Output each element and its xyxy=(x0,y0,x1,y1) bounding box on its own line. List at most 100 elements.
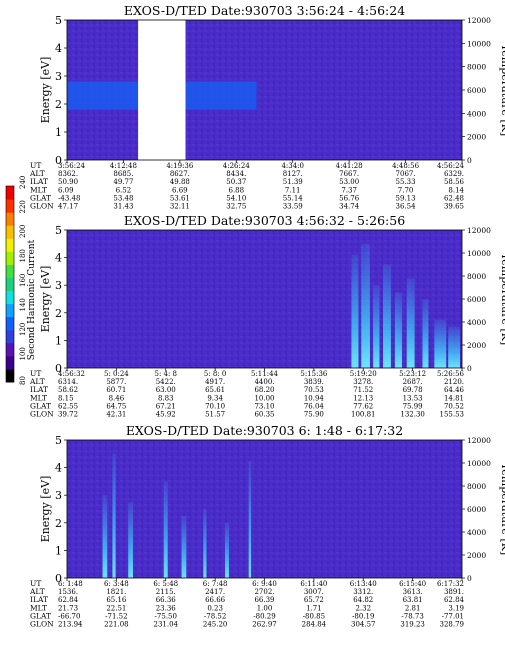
intensity-streak xyxy=(406,278,415,368)
orbit-value: 8127. xyxy=(283,170,303,178)
orbit-value: 50.37 xyxy=(226,178,246,186)
orbit-value: 51.39 xyxy=(283,178,303,186)
orbit-value: 328.79 xyxy=(440,621,465,629)
y2-tick-label: 6000 xyxy=(467,86,486,95)
y-tick-label: 1 xyxy=(55,126,62,139)
intensity-streak xyxy=(351,254,359,368)
colorbar-segment xyxy=(6,368,14,383)
orbit-value: 65.16 xyxy=(106,596,127,604)
orbit-value: 6329. xyxy=(444,170,464,178)
y-tick-label: 1 xyxy=(55,544,62,557)
intensity-streak xyxy=(361,243,370,368)
orbit-value: 69.78 xyxy=(403,386,423,394)
orbit-value: 1.00 xyxy=(257,604,273,612)
orbit-value: 6: 9:40 xyxy=(252,580,277,588)
orbit-value: 6:13:40 xyxy=(350,580,377,588)
colorbar-tick-label: 120 xyxy=(19,323,27,336)
orbit-value: 59.13 xyxy=(396,194,416,202)
orbit-value: 231.04 xyxy=(154,621,179,629)
panel-title: EXOS-D/TED Date:930703 3:56:24 - 4:56:24 xyxy=(124,3,405,18)
orbit-row-label: GLAT xyxy=(30,193,51,202)
orbit-value: 60.35 xyxy=(254,411,274,419)
orbit-value: 2417. xyxy=(205,588,225,596)
orbit-value: 4:19:36 xyxy=(166,162,194,170)
orbit-value: 51.57 xyxy=(205,411,225,419)
orbit-value: 6: 5:48 xyxy=(153,580,178,588)
panel-title: EXOS-D/TED Date:930703 4:56:32 - 5:26:56 xyxy=(124,213,405,228)
colorbar-segment xyxy=(6,290,14,305)
colorbar-tick-label: 100 xyxy=(19,347,27,360)
colorbar-tick-label: 180 xyxy=(19,249,27,262)
orbit-value: 53.61 xyxy=(170,194,190,202)
y2-tick-label: 10000 xyxy=(467,39,491,48)
orbit-value: 77.62 xyxy=(353,402,373,410)
orbit-value: 5877. xyxy=(106,378,126,386)
intensity-streak xyxy=(373,285,380,368)
orbit-value: 70.52 xyxy=(444,402,464,410)
orbit-value: 221.08 xyxy=(104,621,129,629)
y-axis-label: Energy [eV] xyxy=(39,57,52,124)
y2-tick-label: 8000 xyxy=(467,482,486,491)
orbit-value: 6: 7:48 xyxy=(203,580,228,588)
orbit-value: 36.54 xyxy=(396,203,417,211)
colorbar-segment xyxy=(6,264,14,278)
y-tick-label: 2 xyxy=(55,307,62,320)
orbit-value: 62.84 xyxy=(444,596,465,604)
orbit-value: 56.76 xyxy=(339,194,360,202)
orbit-value: 5:26:56 xyxy=(437,370,465,378)
y2-tick-label: 6000 xyxy=(467,505,486,514)
orbit-value: 71.52 xyxy=(353,386,373,394)
orbit-value: 8362. xyxy=(58,170,78,178)
orbit-value: 4:56:32 xyxy=(58,370,85,378)
orbit-value: -66.70 xyxy=(58,612,80,620)
intensity-streak xyxy=(128,502,133,578)
orbit-value: 2687. xyxy=(403,378,423,386)
orbit-value: 5:11:44 xyxy=(251,370,279,378)
orbit-value: 4:26:24 xyxy=(223,162,251,170)
orbit-value: 6:11:40 xyxy=(300,580,327,588)
y2-tick-label: 8000 xyxy=(467,272,486,281)
colorbar-tick-label: 160 xyxy=(19,274,27,287)
orbit-value: 60.71 xyxy=(106,386,126,394)
orbit-value: -78.73 xyxy=(401,612,423,620)
orbit-value: 49.77 xyxy=(113,178,133,186)
orbit-value: 63.81 xyxy=(403,596,423,604)
orbit-value: 8434. xyxy=(226,170,246,178)
colorbar-tick-label: 200 xyxy=(19,225,27,238)
orbit-value: 6: 1:48 xyxy=(58,580,83,588)
y2-tick-label: 0 xyxy=(467,574,472,583)
orbit-value: 62.55 xyxy=(58,402,78,410)
orbit-value: 70.10 xyxy=(205,402,225,410)
orbit-value: 3312. xyxy=(353,588,373,596)
orbit-value: 262.97 xyxy=(252,621,277,629)
colorbar-tick-label: 240 xyxy=(19,176,27,189)
orbit-value: 50.90 xyxy=(58,178,78,186)
orbit-value: 7.11 xyxy=(285,186,301,194)
colorbar-segment xyxy=(6,225,14,239)
y2-axis-label: Temperature [K] xyxy=(499,253,505,345)
colorbar-segment xyxy=(6,303,14,318)
orbit-value: 42.31 xyxy=(106,411,126,419)
orbit-value: 7667. xyxy=(339,170,359,178)
colorbar-segment xyxy=(6,316,14,331)
intensity-streak xyxy=(383,264,391,368)
colorbar-segment xyxy=(6,342,14,357)
y2-tick-label: 4000 xyxy=(467,318,486,327)
y2-tick-label: 12000 xyxy=(467,226,491,235)
intensity-streak xyxy=(248,460,252,578)
orbit-value: 5: 8: 0 xyxy=(204,370,227,378)
orbit-value: 21.73 xyxy=(58,604,78,612)
y-tick-label: 1 xyxy=(55,334,62,347)
colorbar-segment xyxy=(6,277,14,292)
intensity-streak xyxy=(203,509,207,578)
orbit-row-label: ALT xyxy=(29,169,45,178)
orbit-value: 4:41:28 xyxy=(336,162,363,170)
y2-tick-label: 2000 xyxy=(467,341,486,350)
orbit-value: 58.62 xyxy=(58,386,78,394)
y2-tick-label: 8000 xyxy=(467,63,486,72)
orbit-row-label: MLT xyxy=(30,393,47,402)
orbit-value: 6:17:32 xyxy=(437,580,464,588)
plot-texture xyxy=(67,230,462,368)
orbit-value: 8.83 xyxy=(158,394,174,402)
orbit-row-label: UT xyxy=(30,579,41,588)
